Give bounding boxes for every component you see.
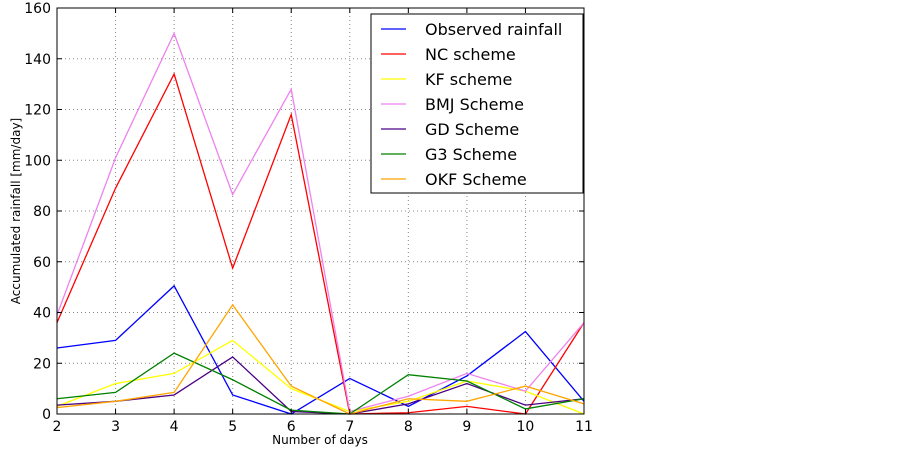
x-axis-label: Number of days bbox=[272, 433, 368, 447]
legend-label: NC scheme bbox=[425, 45, 516, 64]
legend: Observed rainfall NC scheme KF scheme BMJ S… bbox=[370, 13, 584, 194]
series-line-nc-scheme bbox=[56, 72, 585, 415]
y-tick-label: 120 bbox=[24, 103, 51, 119]
legend-label: GD Scheme bbox=[425, 120, 519, 139]
x-tick-label: 3 bbox=[111, 419, 120, 435]
legend-label: G3 Scheme bbox=[425, 145, 517, 164]
series-line-g3-scheme bbox=[56, 352, 585, 415]
x-tick-label: 4 bbox=[170, 419, 179, 435]
legend-label: Observed rainfall bbox=[425, 20, 562, 39]
y-tick-label: 20 bbox=[33, 356, 51, 372]
legend-label: OKF Scheme bbox=[425, 170, 527, 189]
x-tick-label: 7 bbox=[345, 419, 354, 435]
series-lines bbox=[56, 31, 585, 415]
y-axis-label: Accumulated rainfall [mm/day] bbox=[9, 118, 23, 304]
y-tick-label: 60 bbox=[33, 255, 51, 271]
y-tick-label: 140 bbox=[24, 52, 51, 68]
y-tick-label: 100 bbox=[24, 153, 51, 169]
series-line-observed-rainfall bbox=[56, 284, 585, 415]
y-tick-label: 160 bbox=[24, 1, 51, 17]
y-tick-label: 40 bbox=[33, 306, 51, 322]
axis-ticks: 2 3 4 5 6 7 8 9 10 11 0 20 40 60 80 100 120 140 160 bbox=[24, 1, 593, 435]
x-tick-label: 10 bbox=[517, 419, 535, 435]
y-tick-label: 80 bbox=[33, 204, 51, 220]
x-tick-label: 2 bbox=[53, 419, 62, 435]
x-tick-label: 5 bbox=[228, 419, 237, 435]
series-line-kf-scheme bbox=[56, 339, 585, 415]
series-line-okf-scheme bbox=[56, 303, 585, 415]
x-tick-label: 11 bbox=[575, 419, 593, 435]
legend-label: KF scheme bbox=[425, 70, 512, 89]
x-tick-label: 8 bbox=[404, 419, 413, 435]
x-tick-label: 9 bbox=[462, 419, 471, 435]
y-tick-label: 0 bbox=[42, 407, 51, 423]
x-tick-label: 6 bbox=[287, 419, 296, 435]
series-line-bmj-scheme bbox=[56, 31, 585, 413]
legend-label: BMJ Scheme bbox=[425, 95, 524, 114]
